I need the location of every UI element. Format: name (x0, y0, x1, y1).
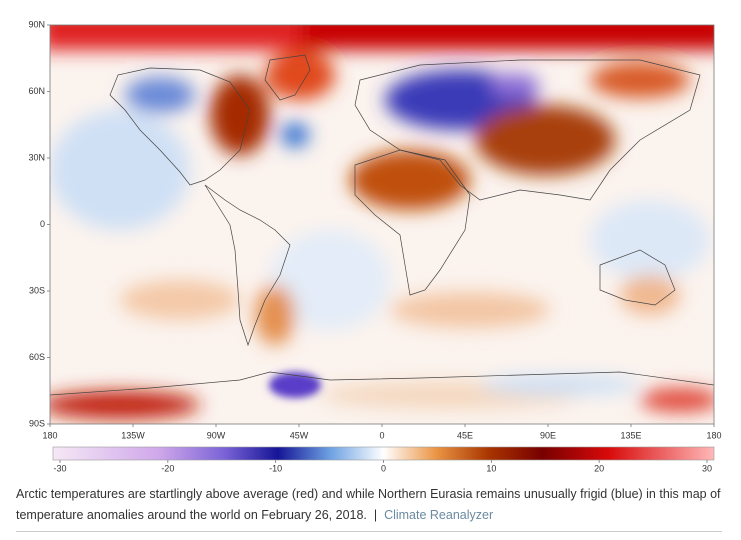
y-tick-label: 90N (28, 19, 45, 29)
coastline (50, 371, 714, 396)
anomaly-area (640, 388, 714, 412)
coastline (204, 184, 291, 347)
x-tick-label: 135E (620, 430, 641, 440)
anomaly-area (210, 75, 270, 155)
coastlines (50, 54, 714, 396)
colorbar-tick-label: 30 (702, 463, 712, 473)
colorbar-tick-label: 20 (594, 463, 604, 473)
anomaly-area (490, 73, 540, 97)
anomaly-area (50, 391, 200, 419)
anomaly-area (480, 375, 640, 395)
anomaly-area (590, 62, 690, 98)
y-tick-label: 0 (40, 219, 45, 229)
colorbar-tick-label: 0 (381, 463, 386, 473)
colorbar (52, 446, 715, 461)
anomaly-area (281, 123, 309, 147)
credit: Climate Reanalyzer (384, 508, 494, 522)
x-tick-label: 90E (540, 430, 556, 440)
colorbar-tick-label: -10 (269, 463, 282, 473)
map-area (50, 25, 714, 424)
coastline (109, 67, 251, 186)
colorbar-tick-label: 10 (486, 463, 496, 473)
x-tick-label: 180 (42, 430, 57, 440)
caption-separator: | (373, 508, 378, 522)
x-tick-label: 135W (121, 430, 145, 440)
map-figure: 180 135W 90W 45W 0 45E 90E 135E 180 90N 60N 30N 0 30S… (28, 19, 721, 473)
anomaly-area (390, 292, 550, 328)
anomaly-area (265, 50, 335, 100)
anomaly-area (350, 150, 470, 210)
anomaly-area (300, 25, 714, 50)
colorbar-tick-label: -30 (53, 463, 66, 473)
caption-text: Arctic temperatures are startlingly abov… (16, 487, 721, 522)
coastline (354, 149, 471, 296)
coastline (354, 59, 701, 201)
y-tick-label: 60S (29, 352, 45, 362)
anomaly-area (125, 77, 195, 113)
y-tick-label: 60N (28, 86, 45, 96)
x-tick-label: 90W (207, 430, 226, 440)
y-tick-label: 90S (29, 418, 45, 428)
coastline (264, 54, 311, 101)
anomaly-area (270, 230, 390, 330)
y-tick-label: 30S (29, 285, 45, 295)
x-tick-label: 45W (290, 430, 309, 440)
anomaly-field (50, 25, 714, 419)
x-tick-label: 0 (379, 430, 384, 440)
anomaly-area (475, 105, 615, 175)
anomaly-area (255, 285, 295, 345)
divider (16, 531, 722, 532)
coastline (599, 249, 676, 306)
caption: Arctic temperatures are startlingly abov… (16, 484, 728, 526)
anomaly-area (620, 275, 680, 315)
x-tick-label: 180 (706, 430, 721, 440)
anomaly-area (269, 372, 321, 398)
x-tick-label: 45E (457, 430, 473, 440)
y-tick-label: 30N (28, 152, 45, 162)
anomaly-area (50, 110, 190, 230)
anomaly-area (120, 280, 240, 320)
anomaly-area (590, 200, 710, 280)
colorbar-tick-label: -20 (161, 463, 174, 473)
